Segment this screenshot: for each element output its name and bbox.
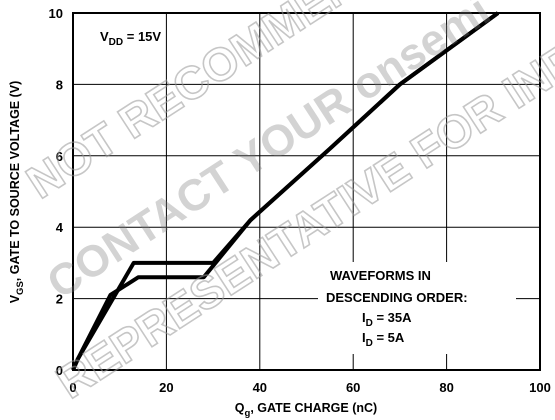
x-tick-label: 20 <box>159 380 173 395</box>
vdd-label: VDD = 15V <box>100 29 161 48</box>
y-tick-label: 8 <box>56 77 63 92</box>
series-label-35a: ID = 35A <box>362 310 412 329</box>
x-tick-label: 80 <box>439 380 453 395</box>
x-tick-labels: 0 20 40 60 80 100 <box>69 380 550 395</box>
x-tick-label: 0 <box>69 380 76 395</box>
waveforms-line-2: DESCENDING ORDER: <box>326 290 468 305</box>
waveforms-line-1: WAVEFORMS IN <box>330 268 431 283</box>
y-tick-labels: 0 2 4 6 8 10 <box>49 6 64 378</box>
series-line <box>71 11 500 371</box>
annotation-background <box>318 262 516 354</box>
y-tick-label: 6 <box>56 149 63 164</box>
x-tick-label: 60 <box>346 380 360 395</box>
x-tick-label: 100 <box>529 380 551 395</box>
y-axis-title: VGS, GATE TO SOURCE VOLTAGE (V) <box>8 81 26 304</box>
series-label-5a: ID = 5A <box>362 330 405 349</box>
y-tick-label: 2 <box>56 292 63 307</box>
y-tick-label: 10 <box>49 6 63 21</box>
grid-lines <box>73 13 540 370</box>
y-tick-label: 0 <box>56 363 63 378</box>
series-lines <box>71 11 500 371</box>
x-tick-label: 40 <box>253 380 267 395</box>
x-axis-title: Qg, GATE CHARGE (nC) <box>235 401 377 419</box>
y-tick-label: 4 <box>56 220 64 235</box>
